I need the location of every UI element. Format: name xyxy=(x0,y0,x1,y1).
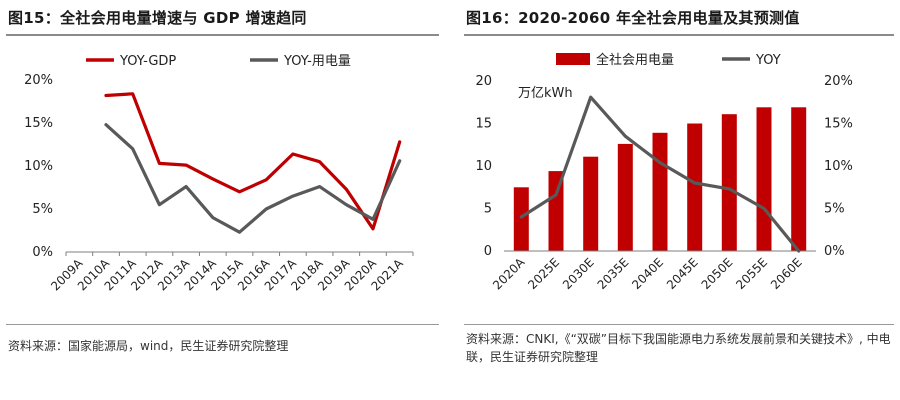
y-right-tick-label: 20% xyxy=(824,74,853,89)
x-tick-label: 2045E xyxy=(664,255,701,292)
left-chart-panel: 图15：全社会用电量增速与 GDP 增速趋同 YOY-GDP YOY-用电量 0% 5… xyxy=(0,0,445,400)
x-tick-label: 2030E xyxy=(560,255,597,292)
y-tick-label: 10% xyxy=(24,159,53,174)
y-left-tick-label: 5 xyxy=(484,202,492,217)
y-right-tick-label: 0% xyxy=(824,244,845,259)
yoy-series-line xyxy=(519,95,801,253)
x-tick-label: 2035E xyxy=(595,255,632,292)
y-tick-label: 15% xyxy=(24,116,53,131)
y-right-tick-label: 5% xyxy=(824,202,845,217)
left-title-rule xyxy=(6,34,439,36)
bar xyxy=(687,123,703,251)
x-tick-label: 2025E xyxy=(525,255,562,292)
bar xyxy=(721,114,737,251)
y-tick-label: 5% xyxy=(32,202,53,217)
right-chart-title: 图16：2020-2060 年全社会用电量及其预测值 xyxy=(466,9,800,27)
bar xyxy=(548,171,564,251)
bar xyxy=(652,132,668,251)
left-chart-title: 图15：全社会用电量增速与 GDP 增速趋同 xyxy=(8,9,307,27)
y-left-tick-label: 15 xyxy=(475,117,492,132)
y-tick-label: 20% xyxy=(24,73,53,88)
legend-label-bar: 全社会用电量 xyxy=(596,52,674,68)
right-title-rule xyxy=(464,34,894,36)
bar xyxy=(617,143,633,251)
x-tick-label: 2020A xyxy=(490,255,528,293)
y-right-tick-label: 10% xyxy=(824,159,853,174)
series-line-2 xyxy=(104,123,402,234)
y-right-tick-label: 15% xyxy=(824,117,853,132)
right-source-rule xyxy=(464,324,894,325)
bar xyxy=(513,187,529,252)
legend-swatch-bar xyxy=(556,53,590,65)
bar xyxy=(791,107,807,251)
y-left-unit-label: 万亿kWh xyxy=(518,86,573,101)
y-left-tick-label: 10 xyxy=(475,159,492,174)
x-tick-label: 2055E xyxy=(733,255,770,292)
y-left-tick-label: 0 xyxy=(484,244,492,259)
right-bar-line-chart: 全社会用电量 YOY 万亿kWh 0 5 10 15 20 0% 5% 10% 15% 20% 2020A… xyxy=(475,52,853,293)
left-chart-source: 资料来源：国家能源局，wind，民生证券研究院整理 xyxy=(8,339,289,353)
bar xyxy=(756,107,772,251)
right-chart-source: 资料来源：CNKI,《“双碳”目标下我国能源电力系统发展前景和关键技术》, 中电… xyxy=(466,332,891,364)
right-chart-panel: 图16：2020-2060 年全社会用电量及其预测值 全社会用电量 YOY 万亿kW… xyxy=(458,0,900,400)
left-source-rule xyxy=(6,324,439,325)
legend-label-1: YOY-GDP xyxy=(119,54,176,69)
x-tick-label: 2050E xyxy=(699,255,736,292)
legend-label-2: YOY-用电量 xyxy=(283,54,351,69)
x-tick-label: 2040E xyxy=(629,255,666,292)
y-tick-label: 0% xyxy=(32,245,53,260)
left-line-chart: YOY-GDP YOY-用电量0%5%10%15%20%2009A2010A201… xyxy=(24,54,414,294)
legend-label-line: YOY xyxy=(755,53,781,68)
bar xyxy=(583,156,599,251)
series-line-1 xyxy=(104,92,402,231)
y-left-tick-label: 20 xyxy=(475,74,492,89)
x-tick-label: 2060E xyxy=(768,255,805,292)
